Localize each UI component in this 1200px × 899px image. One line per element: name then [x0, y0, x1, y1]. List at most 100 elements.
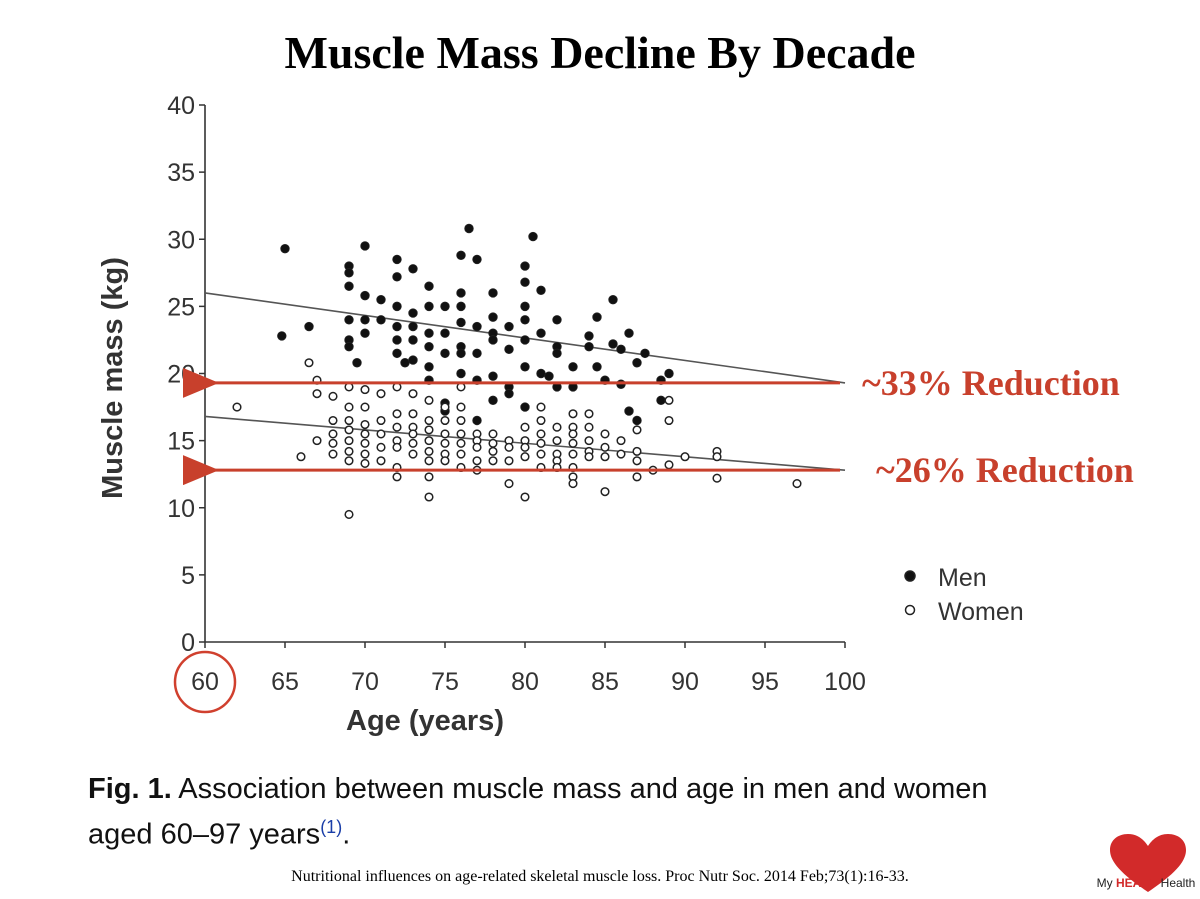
point-men: [536, 328, 546, 338]
point-women: [632, 446, 642, 456]
point-men: [488, 335, 498, 345]
point-men: [408, 321, 418, 332]
point-men: [584, 341, 594, 352]
point-women: [536, 402, 546, 412]
point-women: [472, 456, 482, 466]
point-men: [552, 315, 562, 325]
point-men: [424, 362, 434, 372]
legend-label-women: Women: [938, 598, 1024, 626]
y-tick-label: 30: [167, 226, 195, 254]
point-women: [456, 402, 466, 412]
point-women: [344, 446, 354, 456]
point-men: [352, 358, 362, 368]
point-men: [408, 264, 418, 274]
point-women: [712, 473, 722, 483]
point-men: [544, 371, 554, 381]
point-men: [520, 402, 530, 412]
point-women: [456, 429, 466, 439]
point-men: [616, 344, 626, 355]
point-men: [456, 250, 466, 261]
point-women: [360, 429, 370, 439]
x-tick-label: 65: [271, 668, 299, 696]
point-men: [488, 371, 498, 381]
point-women: [344, 425, 354, 435]
x-tick-label: 70: [351, 668, 379, 696]
point-women: [632, 472, 642, 482]
point-men: [472, 321, 482, 332]
point-women: [440, 438, 450, 448]
point-women: [520, 492, 530, 502]
slide-title: Muscle Mass Decline By Decade: [284, 27, 916, 78]
point-women: [296, 452, 306, 462]
point-men: [584, 331, 594, 341]
point-women: [440, 429, 450, 439]
point-women: [440, 402, 450, 412]
data-points: [232, 223, 802, 520]
point-women: [536, 449, 546, 459]
point-women: [536, 429, 546, 439]
point-women: [312, 436, 322, 446]
point-women: [600, 442, 610, 452]
point-women: [360, 385, 370, 395]
point-women: [440, 456, 450, 466]
point-men: [277, 331, 287, 341]
point-men: [360, 241, 370, 251]
point-women: [344, 436, 354, 446]
point-women: [408, 409, 418, 419]
point-men: [568, 362, 578, 372]
point-women: [616, 436, 626, 446]
point-men: [520, 261, 530, 271]
legend-marker-men: [904, 570, 916, 582]
point-women: [504, 442, 514, 452]
point-men: [408, 355, 418, 365]
scatter-chart: 0 5 10 15 20 25 30 35 40 60 65 70 75 80 85 90 95 100 Age (…: [97, 92, 1134, 737]
point-women: [424, 456, 434, 466]
point-women: [344, 415, 354, 426]
logo-text: My HEART Health: [1092, 876, 1200, 890]
point-women: [328, 391, 338, 401]
point-women: [376, 389, 386, 399]
caption-text: Association between muscle mass and age …: [88, 773, 988, 851]
point-men: [408, 308, 418, 318]
point-men: [592, 312, 602, 322]
legend-marker-women: [904, 604, 916, 616]
point-women: [376, 429, 386, 439]
point-women: [584, 452, 594, 462]
point-women: [424, 446, 434, 456]
point-women: [568, 429, 578, 439]
point-women: [344, 456, 354, 466]
point-men: [424, 281, 434, 291]
point-women: [664, 415, 674, 426]
point-women: [712, 452, 722, 462]
point-women: [552, 436, 562, 446]
point-men: [360, 290, 370, 301]
logo-prefix: My: [1096, 876, 1116, 890]
point-men: [280, 243, 290, 254]
point-men: [376, 294, 386, 305]
highlight-circle: [173, 650, 237, 714]
point-men: [520, 301, 530, 312]
caption-ref-link[interactable]: (1): [320, 817, 343, 837]
point-women: [488, 446, 498, 456]
y-axis-label: Muscle mass (kg): [97, 257, 129, 499]
point-women: [520, 422, 530, 432]
point-men: [440, 301, 450, 312]
point-women: [488, 456, 498, 466]
point-men: [392, 254, 402, 265]
x-tick-label: 75: [431, 668, 459, 696]
point-women: [360, 449, 370, 459]
point-men: [392, 335, 402, 345]
point-women: [440, 415, 450, 426]
point-women: [392, 409, 402, 419]
point-women: [360, 419, 370, 430]
point-women: [536, 438, 546, 448]
point-women: [376, 456, 386, 466]
point-men: [424, 341, 434, 352]
point-men: [472, 348, 482, 359]
citation: Nutritional influences on age-related sk…: [291, 868, 909, 885]
point-women: [488, 429, 498, 439]
point-women: [568, 438, 578, 448]
point-men: [592, 362, 602, 372]
point-women: [472, 442, 482, 452]
